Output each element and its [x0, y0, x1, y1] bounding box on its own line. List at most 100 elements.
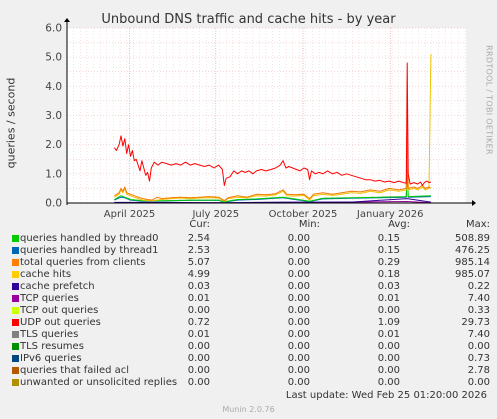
legend-value-avg: 0.03	[377, 281, 400, 292]
x-tick-label: January 2026	[356, 209, 424, 219]
legend-label: unwanted or unsolicited replies	[20, 377, 178, 388]
legend-row: TLS resumes 0.00 0.00 0.00 0.00	[0, 341, 497, 353]
legend-value-avg: 0.00	[377, 365, 400, 376]
legend-value-avg: 0.18	[377, 269, 400, 280]
legend-row: unwanted or unsolicited replies 0.00 0.00 0…	[0, 377, 497, 389]
munin-version: Munin 2.0.76	[222, 405, 275, 414]
series-line	[114, 198, 431, 204]
legend-value-cur: 2.53	[187, 245, 210, 256]
legend-header-min: Min:	[298, 219, 320, 230]
legend-row: cache prefetch 0.03 0.00 0.03 0.22	[0, 281, 497, 293]
legend-header-cur: Cur:	[189, 219, 210, 230]
legend-value-avg: 0.00	[377, 341, 400, 352]
legend-value-max: 0.73	[467, 353, 490, 364]
series-line	[114, 167, 431, 203]
legend-value-avg: 1.09	[377, 317, 400, 328]
legend-row: queries handled by thread1 2.53 0.00 0.15 47…	[0, 245, 497, 257]
chart-svg: 0.0 1.0 2.0 3.0 4.0 5.0 6.0 April 2025 July 2025…	[45, 18, 476, 219]
legend-header: Cur: Min: Avg: Max:	[0, 219, 497, 231]
legend-label: queries handled by thread1	[20, 245, 159, 256]
legend-value-min: 0.00	[287, 257, 310, 268]
y-tick-label: 5.0	[45, 52, 62, 64]
legend-value-max: 985.07	[455, 269, 490, 280]
legend-value-max: 985.14	[455, 257, 490, 268]
legend-row: TCP queries 0.01 0.00 0.01 7.40	[0, 293, 497, 305]
series-line	[114, 54, 432, 202]
legend-value-avg: 0.01	[377, 293, 400, 304]
legend-swatch	[12, 259, 19, 266]
legend-swatch	[12, 295, 19, 302]
legend-value-cur: 0.72	[187, 317, 210, 328]
legend-value-max: 7.40	[467, 293, 490, 304]
legend-value-max: 29.73	[461, 317, 490, 328]
y-tick-label: 1.0	[45, 168, 62, 180]
legend-value-avg: 0.01	[377, 329, 400, 340]
legend-value-cur: 0.00	[187, 365, 210, 376]
legend-value-max: 0.33	[467, 305, 490, 316]
legend-swatch	[12, 343, 19, 350]
legend-row: TLS queries 0.01 0.00 0.01 7.40	[0, 329, 497, 341]
legend-value-max: 0.00	[467, 341, 490, 352]
legend-value-avg: 0.29	[377, 257, 400, 268]
y-tick-label: 4.0	[45, 81, 62, 93]
y-tick-label: 3.0	[45, 110, 62, 122]
legend-row: queries that failed acl 0.00 0.00 0.00 2.78	[0, 365, 497, 377]
legend-value-min: 0.00	[287, 341, 310, 352]
legend-label: queries handled by thread0	[20, 233, 159, 244]
series-line	[114, 161, 431, 203]
chart-title: Unbound DNS traffic and cache hits - by …	[101, 12, 396, 27]
last-update: Last update: Wed Feb 25 01:20:00 2026	[285, 390, 487, 401]
legend-value-avg: 0.15	[377, 245, 400, 256]
legend-value-min: 0.00	[287, 329, 310, 340]
legend-value-min: 0.00	[287, 281, 310, 292]
legend-swatch	[12, 331, 19, 338]
legend-row: cache hits 4.99 0.00 0.18 985.07	[0, 269, 497, 281]
legend-value-avg: 0.00	[377, 377, 400, 388]
legend-value-cur: 5.07	[187, 257, 210, 268]
legend-label: UDP out queries	[20, 317, 101, 328]
legend-value-avg: 0.00	[377, 305, 400, 316]
x-tick-label: July 2025	[191, 209, 239, 219]
legend-header-max: Max:	[465, 219, 490, 230]
legend-value-max: 0.00	[467, 377, 490, 388]
legend-value-cur: 0.03	[187, 281, 210, 292]
y-tick-label: 6.0	[45, 23, 62, 35]
series-line	[114, 115, 432, 202]
legend-swatch	[12, 307, 19, 314]
legend-value-cur: 0.00	[187, 341, 210, 352]
legend-swatch	[12, 367, 19, 374]
y-tick-label: 0.0	[45, 198, 62, 210]
legend-header-avg: Avg:	[388, 219, 410, 230]
legend-value-max: 0.22	[467, 281, 490, 292]
legend-row: TCP out queries 0.00 0.00 0.00 0.33	[0, 305, 497, 317]
legend-row: UDP out queries 0.72 0.00 1.09 29.73	[0, 317, 497, 329]
legend-label: IPv6 queries	[20, 353, 82, 364]
legend-swatch	[12, 283, 19, 290]
legend-value-max: 476.25	[455, 245, 490, 256]
legend-value-min: 0.00	[287, 269, 310, 280]
legend-value-cur: 4.99	[187, 269, 210, 280]
legend-row: IPv6 queries 0.00 0.00 0.00 0.73	[0, 353, 497, 365]
legend-label: TCP queries	[20, 293, 79, 304]
legend-label: cache hits	[20, 269, 72, 280]
legend-label: cache prefetch	[20, 281, 95, 292]
y-tick-label: 2.0	[45, 139, 62, 151]
legend-label: total queries from clients	[20, 257, 146, 268]
legend-value-cur: 2.54	[187, 233, 210, 244]
legend-value-min: 0.00	[287, 233, 310, 244]
legend-value-cur: 0.01	[187, 329, 210, 340]
legend-swatch	[12, 271, 19, 278]
legend-row: queries handled by thread0 2.54 0.00 0.15 50…	[0, 233, 497, 245]
legend-value-min: 0.00	[287, 305, 310, 316]
legend-value-avg: 0.00	[377, 353, 400, 364]
x-axis-arrow	[472, 200, 476, 206]
legend-label: TCP out queries	[20, 305, 99, 316]
legend-value-min: 0.00	[287, 245, 310, 256]
legend-value-max: 508.89	[455, 233, 490, 244]
x-tick-label: October 2025	[269, 209, 338, 219]
legend-label: TLS queries	[20, 329, 79, 340]
legend-value-cur: 0.01	[187, 293, 210, 304]
legend-value-min: 0.00	[287, 365, 310, 376]
legend-swatch	[12, 247, 19, 254]
